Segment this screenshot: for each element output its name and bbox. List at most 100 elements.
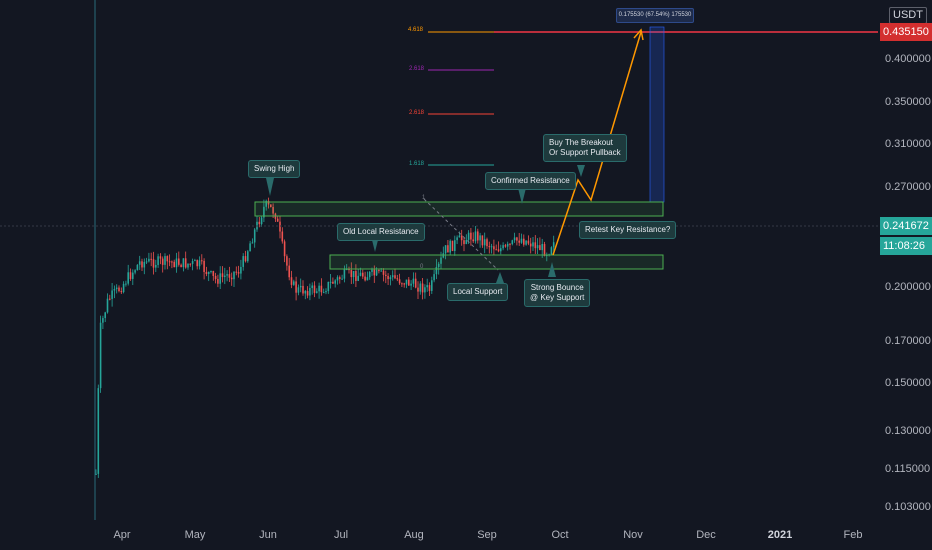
annotation-strong-bounce[interactable]: Strong Bounce @ Key Support: [524, 279, 591, 307]
time-tick-label: Apr: [113, 529, 131, 541]
candle-body: [226, 274, 228, 276]
annotation-confirmed-resistance[interactable]: Confirmed Resistance: [485, 172, 576, 190]
fib-level-label: 1: [422, 195, 426, 201]
candle-body: [129, 272, 132, 279]
price-chart[interactable]: [0, 0, 878, 550]
candle-body: [224, 275, 226, 277]
currency-unit-label[interactable]: USDT: [889, 7, 927, 24]
candle-body: [458, 235, 461, 238]
annotation-retest-key-resistance[interactable]: Retest Key Resistance?: [579, 221, 677, 239]
candle-body: [513, 237, 516, 241]
candle-body: [447, 245, 449, 253]
candle-body: [327, 281, 330, 292]
candle-body: [161, 258, 164, 265]
candle-body: [543, 244, 546, 256]
candle-body: [157, 256, 159, 265]
candle-body: [132, 272, 134, 279]
candle-body: [527, 240, 530, 244]
candle-body: [343, 269, 346, 279]
candle-body: [433, 274, 435, 281]
candle-body: [113, 289, 116, 291]
candle-body: [364, 276, 366, 281]
candle-body: [141, 261, 143, 268]
candle-body: [405, 279, 408, 285]
candle-body: [260, 217, 263, 225]
candle-body: [493, 246, 495, 250]
candle-body: [247, 251, 249, 262]
candle-body: [309, 288, 311, 296]
candle-body: [474, 231, 477, 242]
candle-body: [520, 238, 523, 243]
candle-body: [350, 270, 353, 278]
candle-body: [431, 280, 433, 291]
price-axis[interactable]: [878, 0, 932, 550]
candle-body: [320, 285, 323, 293]
candle-body: [368, 271, 371, 278]
candle-body: [470, 232, 472, 240]
candle-body: [414, 278, 417, 288]
time-tick-label: Aug: [404, 529, 424, 541]
annotation-buy-breakout[interactable]: Buy The Breakout Or Support Pullback: [543, 134, 627, 162]
candle-body: [230, 277, 233, 280]
time-tick-label: May: [184, 529, 206, 541]
time-tick-label: Jul: [333, 529, 349, 541]
annotation-old-local-resistance[interactable]: Old Local Resistance: [337, 223, 425, 241]
candle-body: [421, 283, 424, 293]
annotation-local-support[interactable]: Local Support: [447, 283, 509, 301]
time-tick-label: Dec: [696, 529, 716, 541]
candle-body: [396, 278, 399, 280]
candlestick-series: [95, 197, 555, 478]
candle-body: [109, 298, 111, 300]
candle-body: [272, 207, 274, 214]
candle-body: [467, 232, 470, 240]
candle-body: [120, 291, 123, 293]
current-price-tag: 0.241672: [880, 217, 932, 235]
candle-body: [316, 291, 318, 293]
candle-body: [506, 243, 509, 247]
candle-body: [456, 237, 458, 241]
candle-body: [454, 240, 456, 251]
candle-body: [391, 275, 394, 278]
candle-body: [106, 298, 109, 313]
candle-body: [111, 290, 113, 299]
candle-body: [288, 265, 290, 278]
candle-body: [382, 270, 385, 275]
price-tick-label: 0.200000: [885, 281, 931, 293]
candle-body: [329, 281, 332, 283]
candle-body: [168, 261, 171, 263]
candle-body: [205, 271, 208, 275]
candle-body: [426, 285, 428, 288]
candle-body: [297, 287, 300, 293]
candle-body: [228, 274, 231, 278]
candle-body: [387, 275, 389, 280]
candle-body: [451, 240, 454, 251]
candle-body: [502, 245, 504, 249]
candle-body: [449, 240, 451, 253]
annotation-swing-high[interactable]: Swing High: [248, 160, 301, 178]
candle-body: [460, 235, 463, 241]
candle-body: [270, 204, 272, 208]
candle-body: [145, 261, 148, 263]
candle-body: [152, 259, 155, 268]
annotation-pointer: [496, 272, 504, 283]
candle-body: [235, 271, 238, 273]
candle-body: [479, 235, 481, 241]
candle-body: [233, 271, 235, 280]
candle-body: [95, 473, 97, 475]
candle-body: [173, 261, 175, 268]
fib-level-label: 1.618: [409, 161, 425, 167]
candle-body: [164, 256, 166, 265]
candle-body: [265, 200, 267, 207]
candle-body: [175, 258, 178, 268]
candle-body: [359, 272, 362, 276]
candle-body: [440, 257, 442, 264]
candle-body: [184, 258, 187, 268]
projection-arrow-head: [633, 28, 644, 41]
price-tick-label: 0.170000: [885, 335, 931, 347]
price-tick-label: 0.350000: [885, 96, 931, 108]
candle-body: [463, 240, 465, 245]
candle-body: [389, 277, 392, 280]
candle-body: [375, 270, 378, 276]
candle-body: [180, 264, 182, 268]
candle-body: [417, 287, 419, 292]
